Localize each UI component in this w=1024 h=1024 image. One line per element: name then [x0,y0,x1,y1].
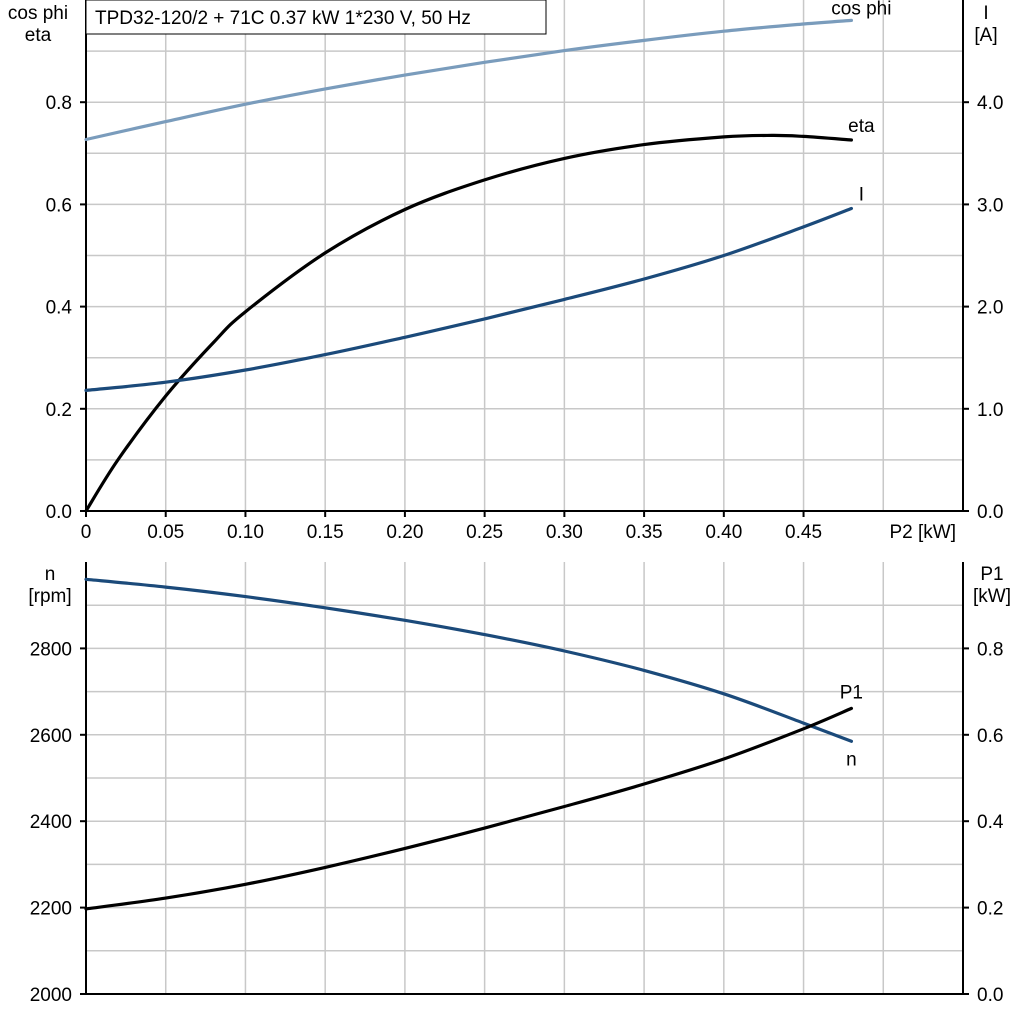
series-line-cos-phi [84,18,853,142]
x-tick-label: 0.40 [705,522,742,543]
left-tick-label: 0.2 [46,400,72,421]
x-tick-label: 0.30 [546,522,583,543]
series-label-n: n [846,749,857,770]
right-tick-label: 0.2 [977,899,1003,920]
x-tick-label: 0.35 [626,522,663,543]
left-tick-label: 0.0 [46,502,72,523]
right-tick-label: 4.0 [977,93,1003,114]
right-tick-label: 0.0 [977,502,1003,523]
x-tick-label: 0 [81,522,92,543]
right-tick-label: 0.4 [977,812,1004,833]
left-tick-label: 2800 [30,639,72,660]
series-label-p1: P1 [840,682,863,703]
right-axis-title: [kW] [973,586,1011,607]
series-line-eta [84,133,853,513]
left-axis-title: eta [25,25,52,46]
x-axis-label: P2 [kW] [889,522,956,543]
right-tick-label: 0.6 [977,726,1003,747]
series-label-eta: eta [848,116,875,137]
left-tick-label: 0.6 [46,195,72,216]
left-tick-label: 0.8 [46,93,72,114]
right-axis-title: [A] [974,25,997,46]
left-tick-label: 2600 [30,726,72,747]
left-tick-label: 0.4 [46,298,73,319]
x-tick-label: 0.10 [227,522,264,543]
x-tick-label: 0.15 [307,522,344,543]
x-tick-label: 0.05 [147,522,184,543]
series-line-n [84,577,853,743]
right-tick-label: 1.0 [977,400,1003,421]
x-tick-label: 0.20 [386,522,423,543]
right-tick-label: 0.0 [977,985,1003,1006]
left-axis-title: cos phi [8,3,68,24]
x-tick-label: 0.45 [785,522,822,543]
x-tick-label: 0.25 [466,522,503,543]
series-label-i: I [859,184,864,205]
left-axis-title: [rpm] [28,586,71,607]
left-axis-title: n [45,564,56,585]
right-tick-label: 0.8 [977,639,1003,660]
series-line-p1 [84,706,853,911]
right-axis-title: I [983,3,988,24]
right-axis-title: P1 [980,564,1003,585]
left-tick-label: 2400 [30,812,72,833]
series-label-cos-phi: cos phi [831,0,891,19]
title-box [85,0,547,35]
chart-title: TPD32-120/2 + 71C 0.37 kW 1*230 V, 50 Hz [95,8,471,29]
right-tick-label: 3.0 [977,195,1003,216]
series-line-i [84,206,853,392]
left-tick-label: 2000 [30,985,72,1006]
left-tick-label: 2200 [30,899,72,920]
right-tick-label: 2.0 [977,298,1003,319]
